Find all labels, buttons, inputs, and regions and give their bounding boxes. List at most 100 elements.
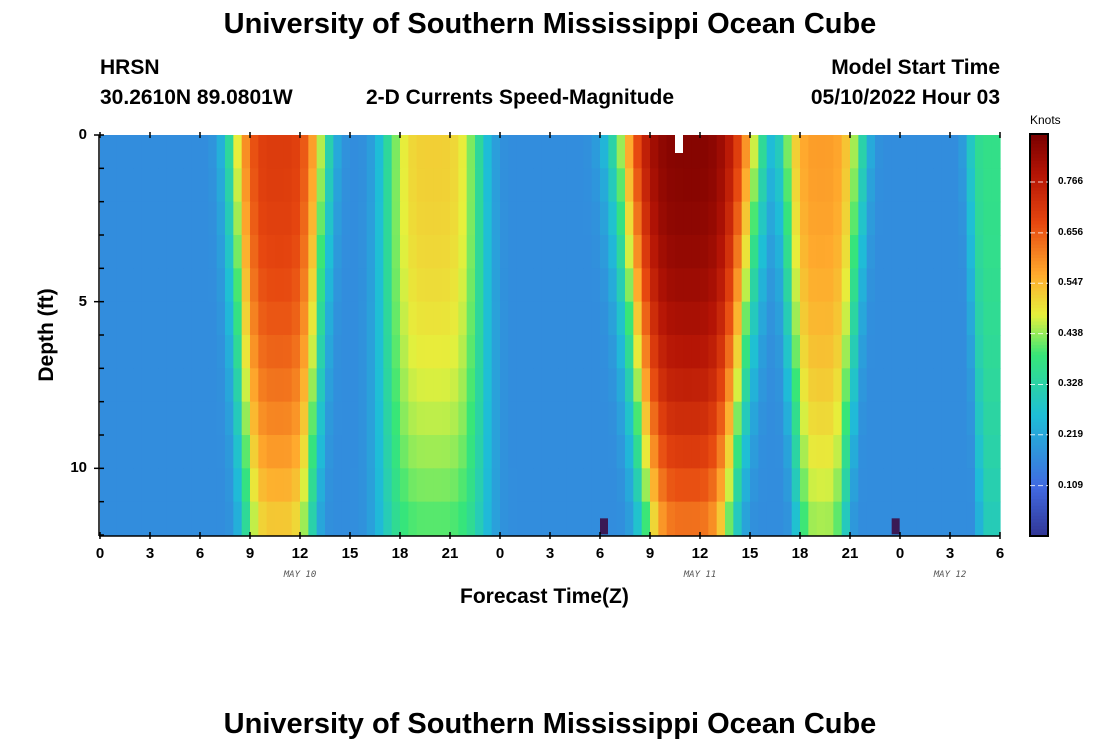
heatmap-cell <box>483 468 493 503</box>
heatmap-cell <box>400 435 409 469</box>
heatmap-cell <box>166 435 176 469</box>
heatmap-cell <box>775 268 784 303</box>
heatmap-cell <box>575 401 584 436</box>
heatmap-cell <box>850 135 859 169</box>
heatmap-cell <box>500 401 509 436</box>
heatmap-cell <box>733 135 743 169</box>
heatmap-cell <box>991 135 1001 169</box>
heatmap-cell <box>416 268 426 303</box>
heatmap-cell <box>975 335 984 369</box>
heatmap-cell <box>150 168 159 203</box>
heatmap-cell <box>850 301 859 336</box>
heatmap-cell <box>283 501 293 536</box>
colorbar-segment <box>1030 485 1048 490</box>
heatmap-cell <box>500 335 509 369</box>
heatmap-cell <box>191 335 201 369</box>
heatmap-cell <box>991 501 1001 536</box>
heatmap-cell <box>433 168 443 203</box>
colorbar-tick-label: 0.219 <box>1058 428 1084 440</box>
heatmap-cell <box>466 235 476 269</box>
heatmap-cell <box>466 268 476 303</box>
heatmap-cell <box>183 168 193 203</box>
heatmap-cell <box>208 201 218 236</box>
heatmap-cell <box>416 368 426 403</box>
heatmap-cell <box>816 435 826 469</box>
colorbar-segment <box>1030 257 1048 262</box>
heatmap-cell <box>266 435 276 469</box>
heatmap-cell <box>775 335 784 369</box>
heatmap-cell <box>491 168 501 203</box>
heatmap-cell <box>833 235 843 269</box>
heatmap-cell <box>208 501 218 536</box>
heatmap-cell <box>200 135 209 169</box>
heatmap-cell <box>408 435 418 469</box>
heatmap-cell <box>808 135 818 169</box>
heatmap-cell <box>400 135 409 169</box>
heatmap-cell <box>358 201 368 236</box>
heatmap-cell <box>383 168 393 203</box>
heatmap-cell <box>758 368 768 403</box>
heatmap-cell <box>733 468 743 503</box>
heatmap-cell <box>575 468 584 503</box>
heatmap-cell <box>100 368 109 403</box>
heatmap-cell <box>708 468 718 503</box>
heatmap-cell <box>100 501 109 536</box>
heatmap-cell <box>625 335 634 369</box>
heatmap-cell <box>216 235 226 269</box>
heatmap-cell <box>350 168 359 203</box>
heatmap-cell <box>550 435 559 469</box>
heatmap-cell <box>758 401 768 436</box>
heatmap-cell <box>800 201 809 236</box>
heatmap-cell <box>833 168 843 203</box>
heatmap-cell <box>933 435 943 469</box>
heatmap-cell <box>266 368 276 403</box>
heatmap-cell <box>616 268 626 303</box>
heatmap-cell <box>141 268 151 303</box>
heatmap-cell <box>575 235 584 269</box>
heatmap-cell <box>425 235 434 269</box>
heatmap-cell <box>900 401 909 436</box>
heatmap-cell <box>566 501 576 536</box>
heatmap-cell <box>508 201 518 236</box>
heatmap-cell <box>425 368 434 403</box>
colorbar-segment <box>1030 408 1048 413</box>
heatmap-cell <box>866 468 876 503</box>
heatmap-cell <box>483 135 493 169</box>
heatmap-cell <box>558 268 568 303</box>
heatmap-cell <box>391 235 401 269</box>
heatmap-cell <box>450 135 459 169</box>
heatmap-cell <box>391 301 401 336</box>
heatmap-cell <box>600 468 609 503</box>
heatmap-cell <box>875 468 884 503</box>
heatmap-cell <box>633 435 643 469</box>
heatmap-cell <box>391 435 401 469</box>
heatmap-cell <box>766 168 776 203</box>
heatmap-cell <box>275 168 284 203</box>
heatmap-cell <box>700 435 709 469</box>
heatmap-cell <box>908 368 918 403</box>
heatmap-cell <box>508 368 518 403</box>
heatmap-cell <box>466 201 476 236</box>
heatmap-cell <box>108 501 118 536</box>
heatmap-cell <box>758 268 768 303</box>
heatmap-cell <box>333 368 343 403</box>
heatmap-cell <box>683 368 693 403</box>
heatmap-cell <box>158 201 168 236</box>
heatmap-cell <box>783 401 793 436</box>
heatmap-cell <box>533 201 543 236</box>
heatmap-cell <box>125 401 134 436</box>
heatmap-cell <box>266 335 276 369</box>
colorbar-segment <box>1030 318 1048 323</box>
heatmap-cell <box>816 501 826 536</box>
heatmap-cell <box>308 368 318 403</box>
heatmap-cell <box>200 501 209 536</box>
colorbar-segment <box>1030 415 1048 420</box>
heatmap-cell <box>225 268 234 303</box>
heatmap-cell <box>716 368 726 403</box>
heatmap-cell <box>391 135 401 169</box>
heatmap-cell <box>150 135 159 169</box>
heatmap-cell <box>225 301 234 336</box>
heatmap-cell <box>658 401 668 436</box>
heatmap-cell <box>866 168 876 203</box>
heatmap-cell <box>741 201 751 236</box>
